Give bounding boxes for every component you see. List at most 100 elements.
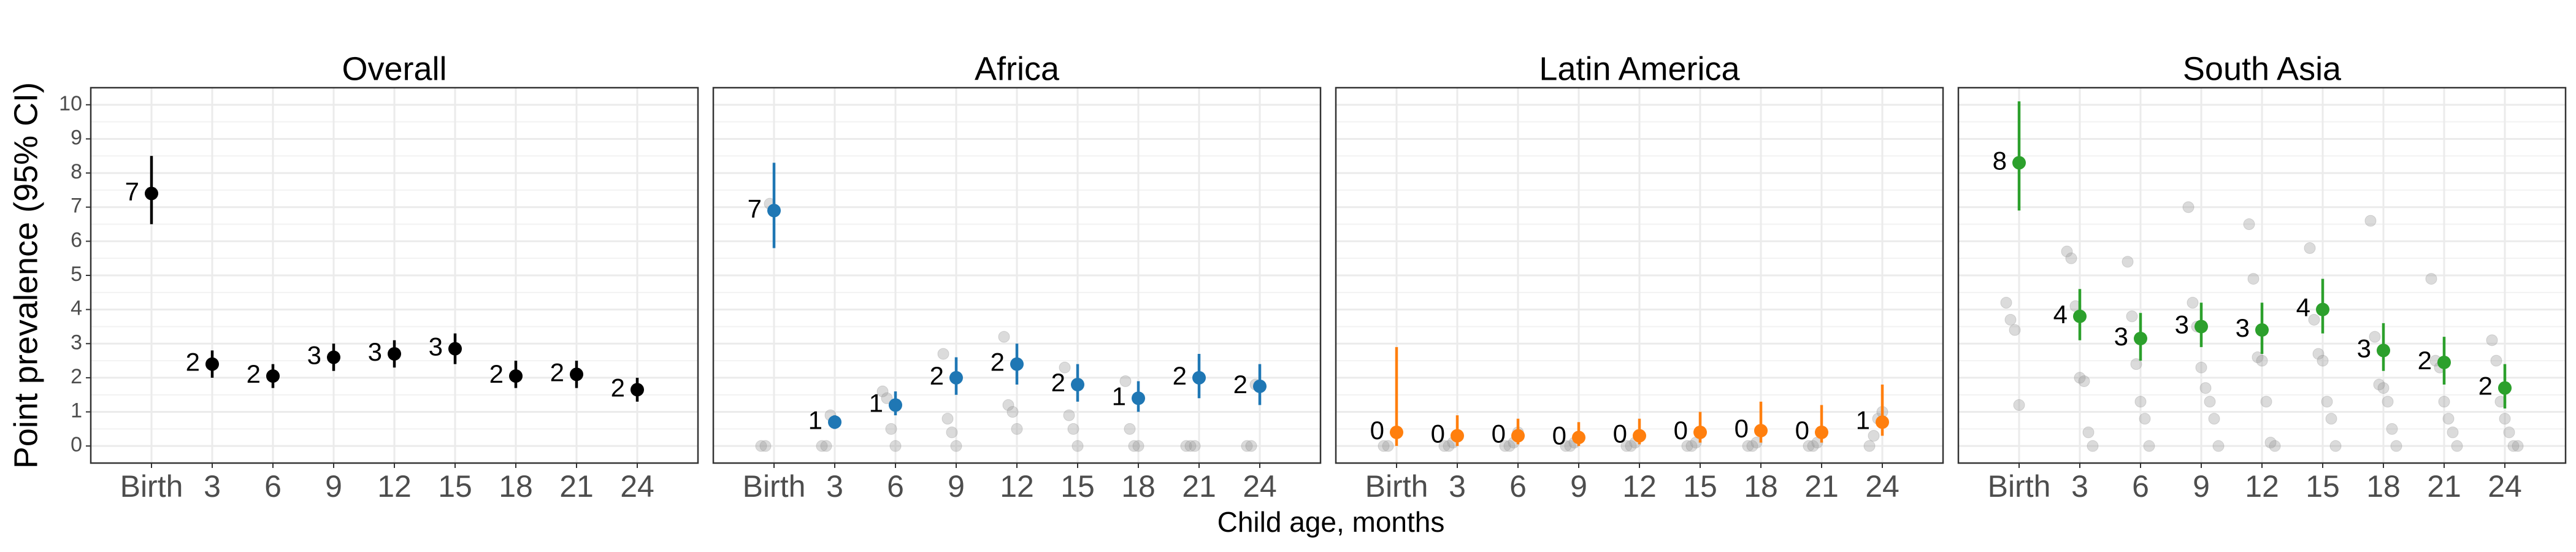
x-tick-label: 3 — [826, 469, 843, 504]
point — [2316, 302, 2329, 316]
study-point — [1564, 440, 1576, 452]
y-tick-label: 7 — [71, 194, 82, 218]
x-tick-label: 6 — [264, 469, 282, 504]
study-point — [2499, 413, 2511, 425]
study-point — [2308, 313, 2320, 326]
study-point — [2074, 372, 2086, 384]
study-point — [2130, 358, 2142, 370]
study-point — [937, 348, 949, 360]
study-point — [2325, 413, 2337, 425]
study-point — [1067, 423, 1079, 435]
point — [1192, 370, 1206, 385]
x-tick-label: 3 — [204, 469, 221, 504]
x-tick-label: 12 — [1622, 469, 1657, 504]
point — [1253, 379, 1267, 393]
x-tick-label: Birth — [1365, 469, 1428, 504]
y-axis-title: Point prevalence (95% CI) — [7, 82, 44, 469]
x-tick-label: 15 — [438, 469, 472, 504]
x-tick-label: 9 — [1570, 469, 1587, 504]
panel-border — [90, 86, 699, 464]
study-point — [1059, 361, 1071, 374]
y-tick-label: 5 — [71, 263, 82, 286]
value-label: 0 — [1431, 420, 1445, 448]
study-point — [2373, 378, 2385, 391]
study-point — [2369, 331, 2381, 343]
study-point — [885, 423, 897, 435]
point — [327, 350, 340, 364]
point — [2012, 156, 2026, 170]
study-point — [2451, 440, 2463, 452]
x-tick-label: 21 — [559, 469, 594, 504]
study-point — [816, 440, 828, 452]
x-tick-label: Birth — [743, 469, 806, 504]
x-tick-label: 3 — [1449, 469, 1466, 504]
study-point — [2260, 396, 2272, 408]
value-label: 0 — [1492, 420, 1506, 448]
x-tick-label: 21 — [2427, 469, 2461, 504]
study-point — [1560, 440, 1572, 452]
y-tick-label: 1 — [71, 399, 82, 423]
y-tick-label: 3 — [71, 331, 82, 354]
x-tick-label: 18 — [499, 469, 533, 504]
point — [828, 415, 841, 429]
study-point — [2061, 245, 2073, 258]
point — [2073, 309, 2087, 323]
study-point — [2065, 252, 2077, 264]
study-point — [2447, 426, 2459, 439]
point — [1511, 429, 1525, 443]
study-point — [2364, 215, 2377, 227]
study-point — [2082, 426, 2095, 439]
value-label: 7 — [125, 177, 139, 206]
x-tick-label: 9 — [2193, 469, 2210, 504]
value-label: 0 — [1370, 416, 1384, 445]
strip-background — [713, 52, 1321, 88]
study-point — [998, 331, 1010, 343]
study-point — [2317, 355, 2329, 367]
y-tick-label: 6 — [71, 228, 82, 251]
study-point — [881, 392, 893, 404]
value-label: 3 — [307, 341, 321, 370]
study-point — [1499, 440, 1511, 452]
x-tick-label: 12 — [377, 469, 412, 504]
study-point — [2182, 201, 2195, 213]
value-label: 2 — [1233, 370, 1248, 399]
study-point — [2000, 297, 2012, 309]
x-tick-label: Birth — [1988, 469, 2051, 504]
y-tick-label: 8 — [71, 160, 82, 183]
study-point — [1180, 440, 1192, 452]
point — [631, 383, 644, 397]
point — [889, 398, 902, 412]
point — [949, 370, 963, 385]
study-point — [2199, 382, 2212, 394]
point — [266, 369, 280, 383]
study-point — [2126, 310, 2138, 323]
study-point — [755, 440, 767, 452]
value-label: 2 — [930, 361, 944, 390]
study-point — [1063, 409, 1075, 421]
study-point — [2490, 355, 2502, 367]
study-point — [1620, 440, 1633, 452]
study-point — [1002, 399, 1014, 411]
value-label: 3 — [2236, 313, 2250, 342]
study-point — [2503, 426, 2515, 439]
study-point — [2143, 440, 2155, 452]
x-tick-label: 18 — [1744, 469, 1778, 504]
point — [2255, 323, 2269, 337]
value-label: 1 — [1112, 381, 1126, 410]
x-tick-label: 9 — [948, 469, 965, 504]
x-tick-label: 15 — [1683, 469, 1717, 504]
study-point — [2204, 396, 2216, 408]
point — [448, 342, 462, 356]
strip-background — [1958, 52, 2566, 88]
study-point — [1132, 440, 1144, 452]
value-label: 8 — [1993, 146, 2007, 175]
study-point — [1189, 440, 1201, 452]
value-label: 3 — [2114, 322, 2128, 351]
study-point — [2134, 396, 2147, 408]
point — [1815, 425, 1828, 439]
study-point — [2264, 437, 2277, 449]
study-point — [1184, 440, 1197, 452]
study-point — [2013, 399, 2025, 411]
study-point — [2386, 423, 2398, 435]
point — [2195, 320, 2208, 334]
